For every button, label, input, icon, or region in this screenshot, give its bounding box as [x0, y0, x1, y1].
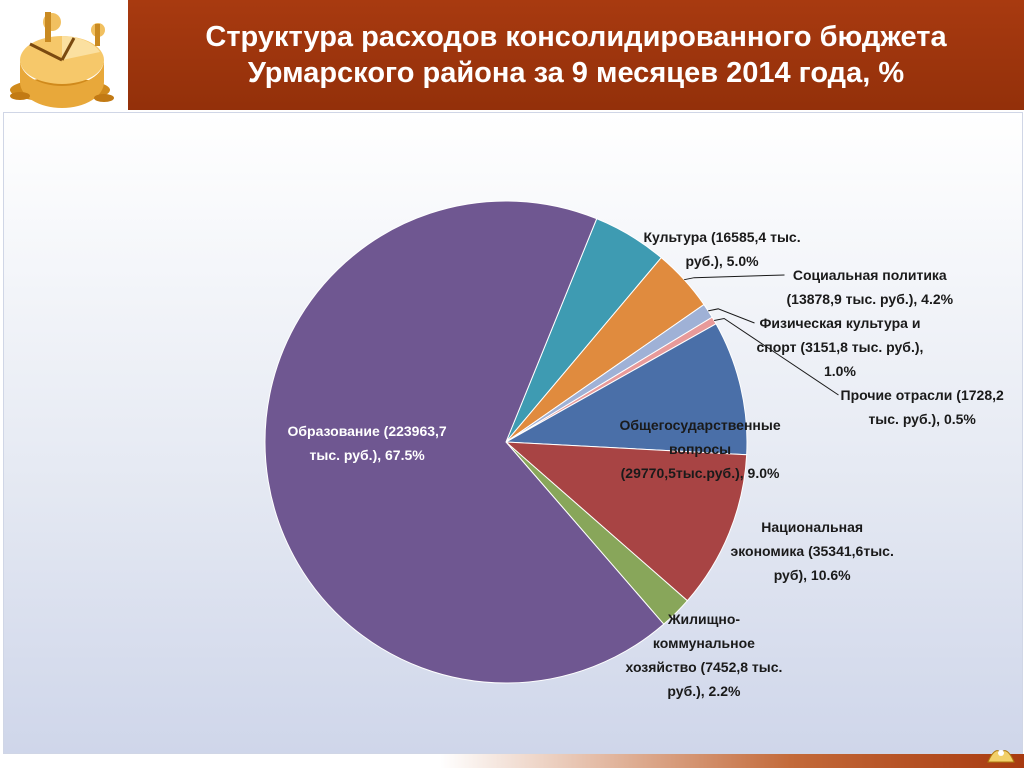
slide-header: Структура расходов консолидированного бю…	[0, 0, 1024, 110]
slice-label-housing: Жилищно- коммунальное хозяйство (7452,8 …	[625, 611, 783, 699]
pie-slice-education	[264, 200, 665, 684]
pie-chart	[264, 200, 839, 684]
slice-label-culture: Культура (16585,4 тыс. руб.), 5.0%	[643, 229, 801, 269]
pie-slice-general	[504, 323, 748, 456]
pie-slice-economy	[504, 441, 748, 602]
decorative-flourish-icon	[987, 750, 1015, 763]
leader-line-other	[714, 317, 839, 396]
page-title: Структура расходов консолидированного бю…	[205, 21, 947, 89]
chart-area: Культура (16585,4 тыс. руб.), 5.0% Социал…	[3, 112, 1023, 754]
title-bar: Структура расходов консолидированного бю…	[128, 0, 1024, 110]
slice-label-economy: Национальная экономика (35341,6тыс. руб)…	[730, 519, 894, 583]
slice-label-general: Общегосударственные вопросы (29770,5тыс.…	[619, 417, 781, 481]
budget-pie-coins-icon	[10, 12, 114, 108]
footer-bar	[440, 754, 1024, 768]
leader-line-social	[684, 274, 785, 281]
slice-label-education: Образование (223963,7 тыс. руб.), 67.5%	[287, 423, 447, 463]
slice-label-social: Социальная политика (13878,9 тыс. руб.),…	[786, 267, 954, 307]
leader-line-sport	[708, 308, 755, 324]
slice-label-other: Прочие отрасли (1728,2 тыс. руб.), 0.5%	[840, 387, 1004, 427]
slice-label-sport: Физическая культура и спорт (3151,8 тыс.…	[756, 315, 924, 379]
